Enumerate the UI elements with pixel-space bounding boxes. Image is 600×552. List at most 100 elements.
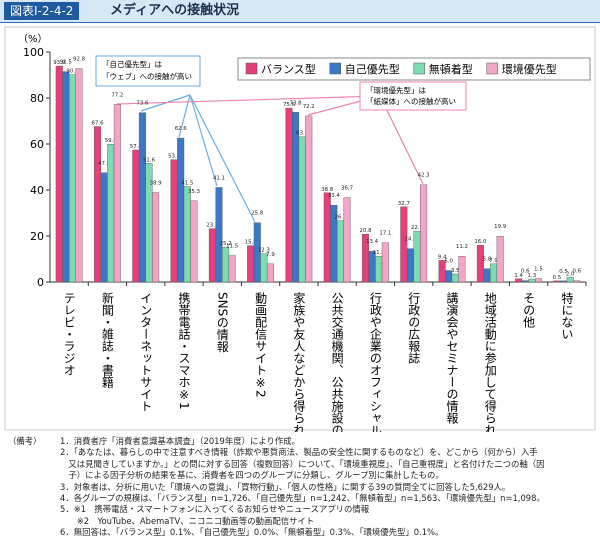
value-label: 90.2 [66, 69, 78, 75]
x-tick-label: 新聞・雑誌・書籍 [100, 291, 114, 389]
bar [113, 104, 121, 283]
value-label: 1.5 [534, 267, 543, 273]
value-label: 36.7 [341, 186, 353, 192]
bar [253, 222, 261, 283]
bar [400, 206, 408, 283]
bar [458, 256, 466, 283]
value-label: 33.4 [328, 193, 341, 199]
value-label: 22.1 [411, 225, 423, 231]
value-label: 15.2 [220, 241, 232, 247]
legend-label: バランス型 [261, 62, 316, 76]
note-line: 2．「あなたは、暮らしの中で注意すべき情報（詐欺や悪質商法、製品の安全性に関する… [60, 447, 538, 458]
bar [298, 136, 306, 283]
bar [490, 263, 498, 283]
value-label: 15.8 [245, 240, 258, 246]
value-label: 38.8 [321, 187, 334, 193]
bar [566, 277, 574, 283]
x-tick-label: 行政や企業のオフィシャルサイト [368, 292, 382, 432]
value-label: 59.9 [105, 138, 118, 144]
value-label: 5.8 [483, 257, 492, 263]
notes-label: （備考） [8, 436, 42, 446]
value-label: 67.6 [92, 121, 105, 127]
x-tick-label: 行政の広報誌 [407, 292, 421, 364]
value-label: 9.4 [438, 254, 447, 260]
value-label: 47.5 [98, 161, 110, 167]
bar [208, 228, 216, 283]
value-label: 26.7 [334, 215, 346, 221]
bar [528, 278, 536, 283]
header: 図表Ⅰ-2-4-2 メディアへの接触状況 [0, 0, 600, 23]
x-tick-label: 公共交通機関、公共施設の掲示物 [330, 292, 344, 432]
x-tick-label: 動画配信サイト※2 [254, 292, 268, 398]
bar [68, 74, 76, 283]
annotation: 「ウェブ」への接触が高い [102, 71, 192, 81]
bar [420, 184, 428, 283]
x-tick-label: 講演会やセミナーの情報 [445, 291, 459, 425]
value-label: 11.2 [373, 250, 385, 256]
value-label: 38.9 [150, 181, 163, 187]
x-tick-label: インターネットサイト [139, 292, 153, 412]
chart-frame [4, 26, 596, 431]
note-line: 6．無回答は、「バランス型」0.1%、「自己優先型」0.0%、「無頓着型」0.3… [60, 527, 444, 538]
bar [323, 192, 331, 283]
y-tick-label: 0 [37, 276, 44, 289]
x-tick-label: 地域活動に参加して得られる情報 [483, 292, 497, 432]
figure-number: 図表Ⅰ-2-4-2 [4, 2, 80, 20]
bar [413, 230, 421, 283]
figure-title: メディアへの接触状況 [110, 3, 240, 18]
value-label: 13.4 [366, 239, 379, 245]
bar [343, 197, 351, 283]
bar [228, 255, 236, 283]
bar [534, 278, 542, 283]
value-label: 35.3 [188, 189, 200, 195]
bar [100, 172, 108, 283]
value-label: 92.8 [73, 57, 86, 63]
bar [553, 280, 561, 283]
value-label: 14.5 [404, 237, 416, 243]
bar [222, 246, 230, 283]
value-label: 12.3 [258, 248, 270, 254]
legend-label: 自己優先型 [345, 62, 400, 76]
annotation-box [359, 81, 467, 111]
annotation: 「自己優先型」は [102, 59, 162, 69]
bar [260, 253, 268, 283]
value-label: 73.8 [290, 100, 303, 106]
value-label: 72.2 [303, 104, 315, 110]
chart: （%） 「自己優先型」は 「ウェブ」への接触が高い 「環境優先型」は 「紙媒体」… [4, 26, 596, 432]
bar [381, 242, 389, 283]
bar [138, 112, 146, 283]
value-label: 23.2 [206, 223, 218, 229]
bar [94, 126, 102, 283]
legend-label: 環境優先型 [502, 62, 557, 76]
note-line: 4．各グループの規模は、「バランス型」n=1,726、「自己優先型」n=1,24… [60, 493, 545, 503]
legend-label: 無頓着型 [429, 62, 473, 76]
y-tick-label: 100 [23, 46, 44, 59]
value-label: 0.6 [572, 269, 581, 275]
bar [305, 115, 313, 283]
note-line: 1．消費者庁「消費者意識基本調査」（2019年度）により作成。 [60, 436, 301, 446]
x-tick-label: 家族や友人などから得られる情報 [292, 291, 306, 432]
annotation: 「紙媒体」への接触が高い [366, 96, 456, 106]
bar [62, 71, 70, 283]
value-label: 42.3 [418, 173, 430, 179]
y-tick-label: 20 [30, 230, 44, 243]
bar [515, 278, 523, 283]
bar [177, 137, 185, 283]
value-label: 19.9 [494, 224, 507, 230]
bar [483, 268, 491, 283]
value-label: 16.0 [474, 239, 487, 245]
bar [55, 65, 63, 283]
bar [190, 200, 198, 283]
bar [247, 245, 255, 283]
value-label: 25.8 [251, 211, 264, 217]
bar [292, 112, 300, 283]
legend-swatch [245, 62, 258, 75]
value-label: 73.6 [136, 101, 149, 107]
annotation: 「環境優先型」は [366, 85, 426, 95]
note-line: 子）による因子分析の結果を基に、消費者を四つのグループに分類し、グループ別に集計… [60, 470, 444, 481]
value-label: 20.8 [360, 228, 373, 234]
x-tick-label: テレビ・ラジオ [62, 292, 76, 376]
bar [152, 192, 160, 283]
value-label: 77.2 [111, 92, 123, 98]
